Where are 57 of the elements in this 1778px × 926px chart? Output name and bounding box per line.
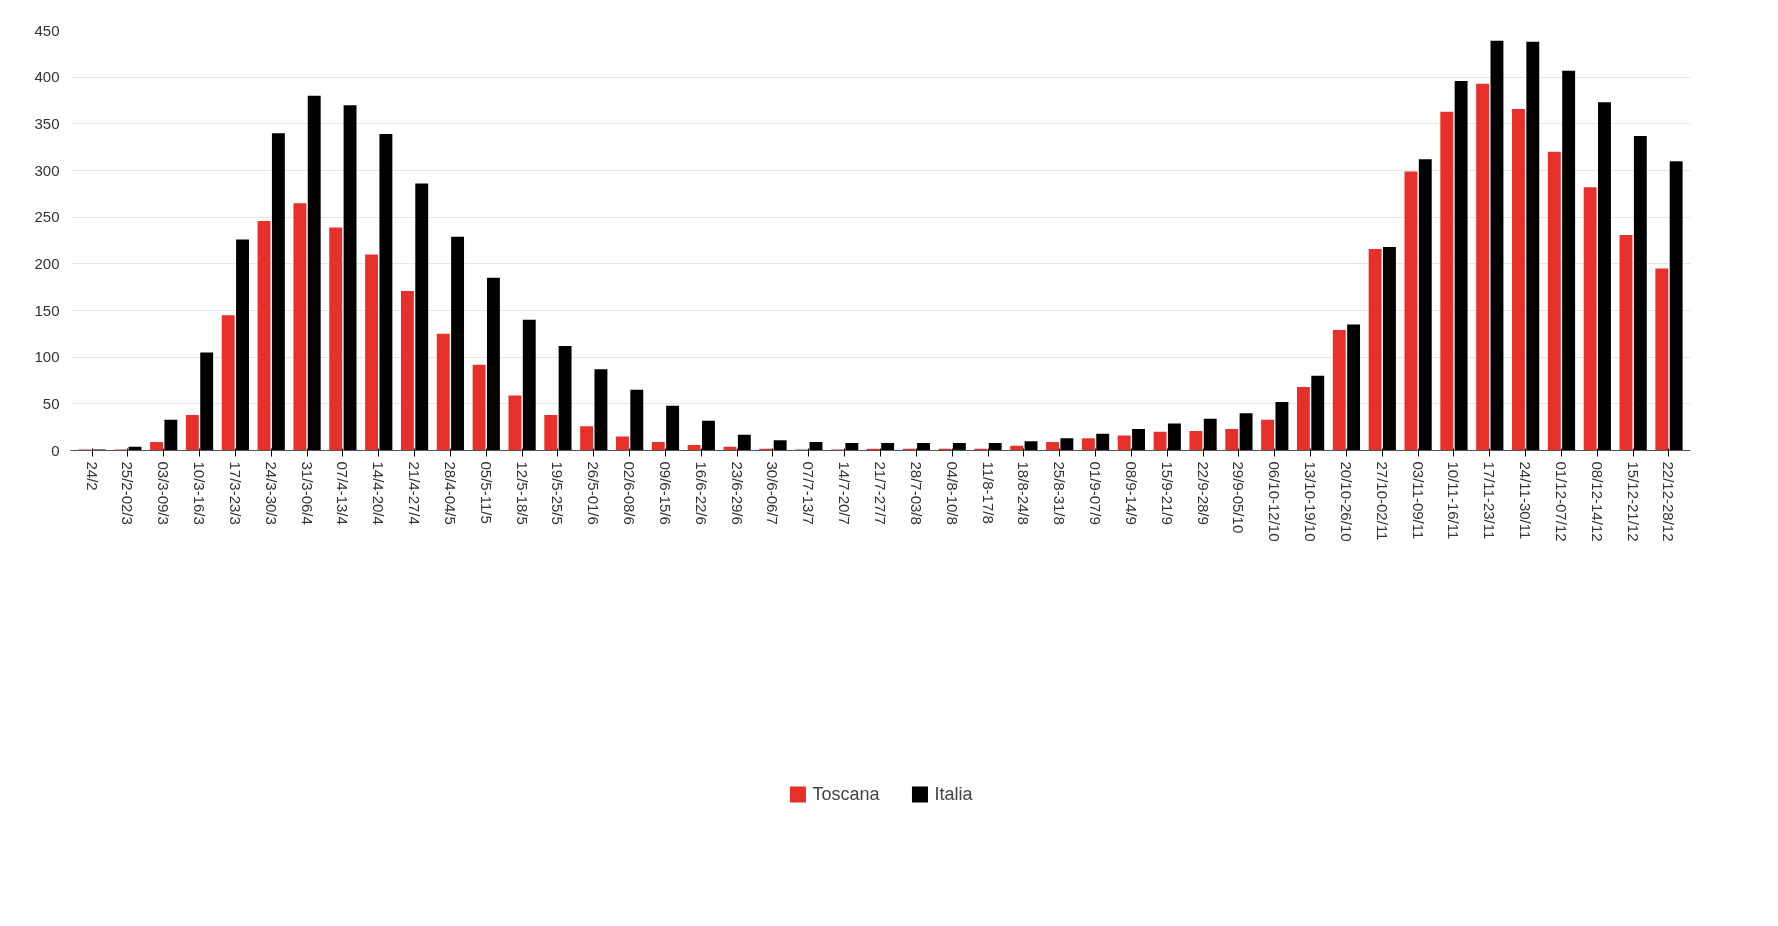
- x-tick-label: 10/11-16/11: [1445, 461, 1463, 540]
- legend-label: Toscana: [812, 783, 880, 805]
- y-tick-label: 400: [34, 68, 60, 86]
- y-tick-label: 250: [34, 208, 60, 226]
- x-tick-label: 23/6-29/6: [728, 461, 746, 525]
- x-tick-label: 30/6-06/7: [764, 461, 782, 525]
- x-tick-label: 07/4-13/4: [334, 461, 352, 525]
- y-tick-label: 0: [51, 441, 60, 459]
- x-tick-label: 01/12-07/12: [1552, 461, 1570, 542]
- x-tick-label: 24/2: [83, 461, 101, 491]
- x-tick-label: 03/11-09/11: [1409, 461, 1427, 540]
- x-tick-label: 21/4-27/4: [406, 461, 424, 525]
- x-tick-label: 25/2-02/3: [119, 461, 137, 525]
- x-tick-label: 17/11-23/11: [1481, 461, 1499, 540]
- x-tick-label: 22/9-28/9: [1194, 461, 1212, 525]
- x-tick-label: 06/10-12/10: [1266, 461, 1284, 542]
- x-tick-label: 18/8-24/8: [1015, 461, 1033, 525]
- x-tick-label: 25/8-31/8: [1051, 461, 1069, 525]
- y-tick-label: 450: [34, 21, 60, 39]
- y-tick-label: 150: [34, 301, 60, 319]
- x-tick-label: 29/9-05/10: [1230, 461, 1248, 534]
- x-tick-label: 04/8-10/8: [943, 461, 961, 525]
- x-tick-label: 08/9-14/9: [1122, 461, 1140, 525]
- x-tick-label: 21/7-27/7: [872, 461, 889, 525]
- x-tick-label: 15/12-21/12: [1624, 461, 1642, 542]
- x-tick-label: 11/8-17/8: [979, 461, 997, 524]
- x-tick-label: 27/10-02/11: [1373, 461, 1391, 541]
- x-tick-label: 19/5-25/5: [549, 461, 567, 525]
- legend-label: Italia: [934, 783, 973, 805]
- x-tick-label: 02/6-08/6: [621, 461, 639, 525]
- x-tick-label: 14/7-20/7: [836, 461, 854, 525]
- x-tick-label: 12/5-18/5: [513, 461, 531, 525]
- x-tick-label: 24/11-30/11: [1517, 461, 1535, 540]
- x-tick-label: 28/4-04/5: [441, 461, 459, 525]
- x-tick-label: 10/3-16/3: [191, 461, 209, 525]
- x-tick-label: 08/12-14/12: [1588, 461, 1606, 542]
- y-tick-label: 100: [34, 348, 60, 366]
- x-tick-label: 16/6-22/6: [692, 461, 710, 525]
- y-tick-label: 200: [34, 254, 60, 272]
- x-tick-label: 05/5-11/5: [477, 461, 495, 524]
- x-tick-label: 26/5-01/6: [585, 461, 603, 525]
- y-tick-label: 350: [34, 114, 60, 132]
- x-tick-label: 20/10-26/10: [1337, 461, 1355, 542]
- x-tick-label: 24/3-30/3: [262, 461, 280, 525]
- x-tick-label: 13/10-19/10: [1302, 461, 1320, 542]
- x-tick-label: 31/3-06/4: [298, 461, 316, 525]
- x-tick-label: 14/4-20/4: [370, 461, 388, 525]
- x-tick-label: 28/7-03/8: [907, 461, 925, 525]
- x-tick-label: 01/9-07/9: [1087, 461, 1105, 525]
- y-tick-label: 50: [42, 394, 60, 412]
- x-tick-label: 07/7-13/7: [800, 461, 818, 525]
- x-tick-label: 17/3-23/3: [226, 461, 244, 525]
- x-tick-label: 03/3-09/3: [155, 461, 173, 525]
- y-tick-label: 300: [34, 161, 60, 179]
- x-tick-label: 22/12-28/12: [1660, 461, 1678, 542]
- x-tick-label: 15/9-21/9: [1158, 461, 1176, 525]
- x-tick-label: 09/6-15/6: [656, 461, 674, 525]
